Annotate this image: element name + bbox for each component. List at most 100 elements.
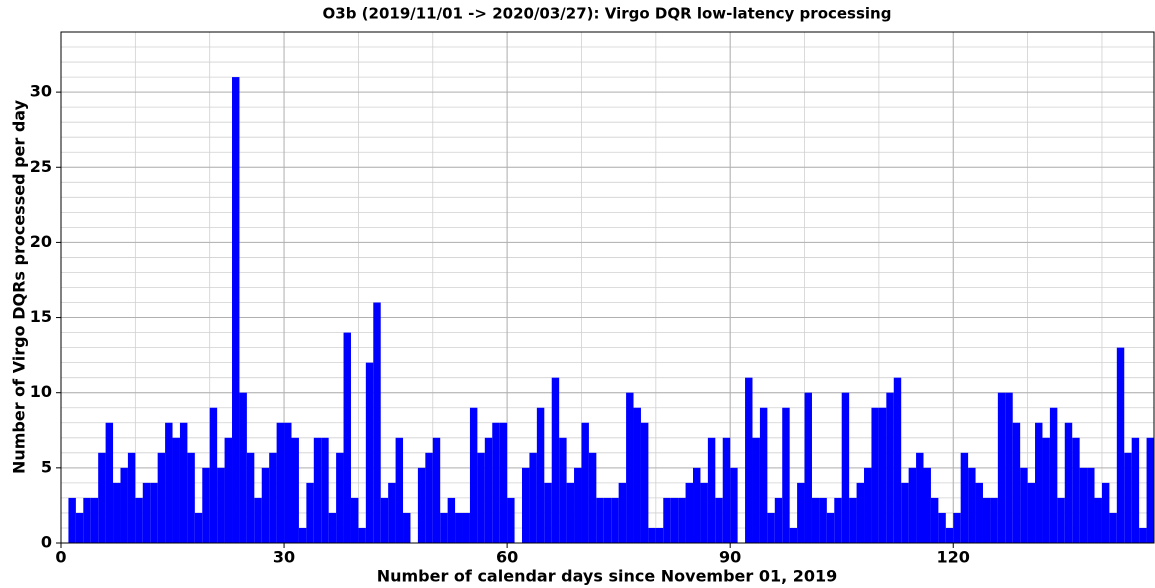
bar bbox=[350, 497, 359, 543]
bar bbox=[960, 452, 969, 543]
bar bbox=[1124, 452, 1132, 543]
bar bbox=[997, 392, 1006, 543]
y-tick-label: 0 bbox=[41, 533, 52, 552]
bar bbox=[98, 452, 106, 543]
bar bbox=[1057, 497, 1065, 543]
bar bbox=[1035, 422, 1043, 543]
bar bbox=[626, 392, 634, 543]
bar bbox=[618, 482, 627, 543]
bar bbox=[261, 467, 270, 543]
bar bbox=[232, 77, 240, 544]
bar bbox=[373, 302, 381, 543]
axes: 0 5 10 15 20 25 30 0 30 60 90 120 bbox=[30, 31, 1155, 567]
bar bbox=[492, 422, 500, 543]
bar bbox=[700, 482, 708, 543]
bar bbox=[68, 497, 76, 543]
bar bbox=[930, 497, 939, 543]
bar bbox=[574, 467, 582, 543]
bar bbox=[291, 437, 299, 543]
bar bbox=[83, 497, 91, 543]
bar bbox=[246, 452, 255, 543]
bar bbox=[1087, 467, 1095, 543]
bar bbox=[150, 482, 158, 543]
bar bbox=[1116, 347, 1125, 543]
bar bbox=[886, 392, 894, 543]
bar bbox=[663, 497, 671, 543]
bar bbox=[1101, 482, 1110, 543]
bar bbox=[1005, 392, 1013, 543]
bar bbox=[165, 422, 173, 543]
bar bbox=[693, 467, 701, 543]
bar bbox=[1131, 437, 1140, 543]
bar bbox=[328, 512, 337, 543]
bar bbox=[298, 527, 307, 543]
bar bbox=[849, 497, 857, 543]
bar bbox=[209, 407, 218, 543]
bar bbox=[462, 512, 470, 543]
bar bbox=[254, 497, 262, 543]
bar bbox=[1072, 437, 1080, 543]
bar bbox=[968, 467, 976, 543]
bar bbox=[908, 467, 917, 543]
bar bbox=[811, 497, 820, 543]
bar bbox=[982, 497, 991, 543]
bar bbox=[388, 482, 396, 543]
bar bbox=[202, 467, 210, 543]
bar bbox=[1042, 437, 1050, 543]
bar bbox=[938, 512, 946, 543]
bar bbox=[670, 497, 679, 543]
plot-frame bbox=[60, 31, 1155, 544]
bar bbox=[1012, 422, 1021, 543]
y-axis-label: Number of Virgo DQRs processed per day bbox=[10, 99, 29, 474]
bar bbox=[566, 482, 575, 543]
bar bbox=[715, 497, 723, 543]
bar bbox=[759, 407, 768, 543]
bar bbox=[477, 452, 485, 543]
bar bbox=[1079, 467, 1088, 543]
bar bbox=[953, 512, 961, 543]
bar bbox=[157, 452, 166, 543]
y-tick-label: 10 bbox=[30, 382, 52, 401]
x-tick-label: 30 bbox=[273, 548, 295, 567]
bar bbox=[804, 392, 812, 543]
bar bbox=[864, 467, 872, 543]
bar bbox=[841, 392, 850, 543]
bar bbox=[633, 407, 641, 543]
bar bbox=[1109, 512, 1117, 543]
bar bbox=[603, 497, 612, 543]
y-tick-label: 20 bbox=[30, 232, 52, 251]
bar bbox=[819, 497, 827, 543]
bar bbox=[455, 512, 463, 543]
bar bbox=[588, 452, 597, 543]
bar bbox=[655, 527, 664, 543]
bar bbox=[336, 452, 344, 543]
bar bbox=[172, 437, 180, 543]
bar bbox=[380, 497, 389, 543]
bar bbox=[581, 422, 589, 543]
bar bbox=[1139, 527, 1147, 543]
bar bbox=[365, 362, 374, 543]
bar bbox=[179, 422, 188, 543]
bar bbox=[923, 467, 931, 543]
x-tick-label: 90 bbox=[719, 548, 741, 567]
x-axis-label: Number of calendar days since November 0… bbox=[377, 567, 838, 586]
bar bbox=[135, 497, 143, 543]
bar bbox=[75, 512, 84, 543]
bar bbox=[276, 422, 285, 543]
bar bbox=[194, 512, 203, 543]
bar bbox=[499, 422, 508, 543]
bar bbox=[640, 422, 649, 543]
bar bbox=[217, 467, 225, 543]
bar bbox=[224, 437, 233, 543]
bar bbox=[529, 452, 537, 543]
bar bbox=[484, 437, 493, 543]
x-tick-label: 120 bbox=[937, 548, 970, 567]
bar bbox=[105, 422, 114, 543]
bar bbox=[551, 377, 560, 543]
bar bbox=[774, 497, 783, 543]
bar bbox=[678, 497, 686, 543]
bar bbox=[142, 482, 151, 543]
bar bbox=[507, 497, 515, 543]
bar bbox=[113, 482, 121, 543]
